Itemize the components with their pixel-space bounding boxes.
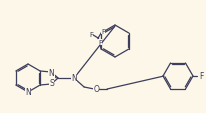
Text: O: O xyxy=(93,85,99,94)
Text: F: F xyxy=(101,29,105,35)
Text: F: F xyxy=(89,32,93,38)
Text: S: S xyxy=(49,79,54,88)
Text: N: N xyxy=(49,69,54,78)
Text: N: N xyxy=(71,74,77,83)
Text: F: F xyxy=(198,72,202,81)
Text: N: N xyxy=(25,88,31,97)
Text: F: F xyxy=(98,40,102,46)
